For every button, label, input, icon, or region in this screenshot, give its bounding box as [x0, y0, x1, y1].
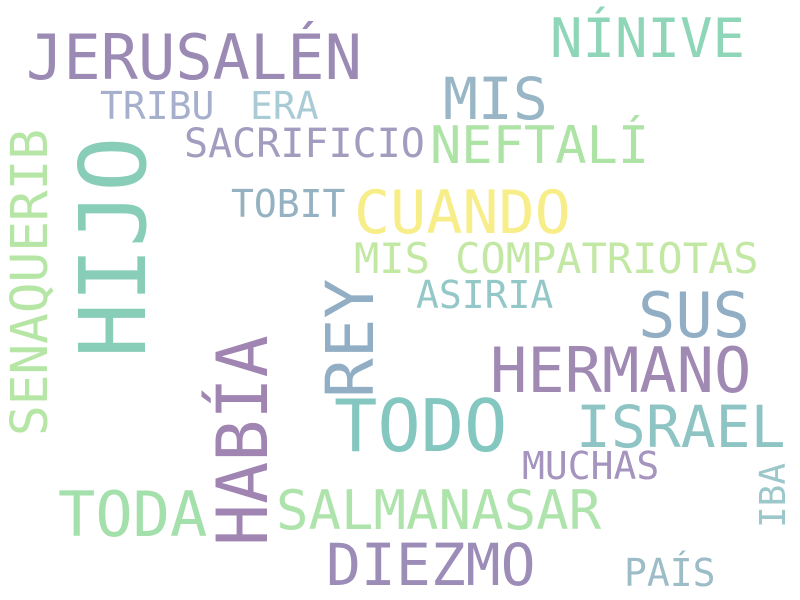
word-pais: PAÍS — [624, 551, 716, 595]
word-rey: REY — [312, 278, 389, 398]
word-neftali: NEFTALÍ — [430, 116, 650, 176]
word-israel: ISRAEL — [576, 393, 786, 461]
word-jerusalen: JERUSALÉN — [26, 21, 362, 94]
word-tobit: TOBIT — [231, 182, 346, 226]
word-toda: TODA — [58, 478, 208, 551]
word-tribu: TRIBU — [100, 84, 215, 128]
word-mis: MIS — [443, 65, 548, 133]
word-asiria: ASIRIA — [416, 273, 554, 317]
word-senaquerib: SENAQUERIB — [1, 128, 60, 436]
word-habia: HABÍA — [202, 335, 284, 546]
word-hermano: HERMANO — [490, 334, 752, 407]
word-cuando: CUANDO — [354, 178, 571, 248]
word-hijo: HIJO — [60, 136, 167, 358]
word-mis-compatriotas: MIS COMPATRIOTAS — [354, 234, 759, 283]
word-salmanasar: SALMANASAR — [276, 479, 602, 542]
word-todo: TODO — [334, 384, 508, 468]
word-sus: SUS — [638, 279, 750, 352]
word-sacrificio: SACRIFICIO — [184, 121, 425, 167]
word-iba: IBA — [753, 462, 794, 528]
word-diezmo: DIEZMO — [326, 531, 536, 599]
word-muchas: MUCHAS — [522, 444, 660, 488]
word-ninive: NÍNIVE — [550, 7, 746, 70]
word-era: ERA — [250, 84, 319, 128]
